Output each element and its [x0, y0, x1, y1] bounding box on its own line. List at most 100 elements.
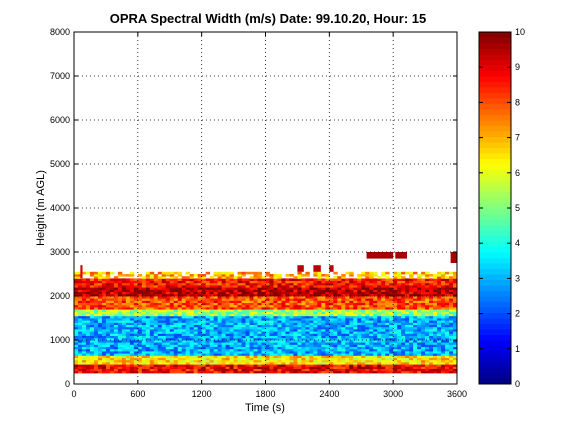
heatmap-cell: [269, 340, 274, 343]
heatmap-cell: [381, 366, 386, 369]
heatmap-cell: [145, 278, 151, 281]
colorbar-step: [479, 301, 511, 308]
heatmap-cell: [93, 359, 99, 363]
heatmap-cell: [281, 311, 286, 314]
heatmap-cell: [401, 357, 406, 361]
heatmap-cell: [161, 304, 167, 308]
heatmap-cell: [389, 340, 394, 343]
heatmap-cell: [333, 280, 338, 284]
heatmap-cell: [121, 315, 127, 319]
heatmap-cell: [225, 368, 230, 372]
heatmap-cell: [105, 364, 111, 367]
heatmap-cell: [365, 340, 370, 343]
heatmap-cell: [89, 329, 95, 332]
heatmap-cell: [325, 359, 330, 363]
heatmap-cell: [125, 368, 131, 372]
heatmap-cell: [89, 287, 95, 290]
heatmap-cell: [137, 300, 143, 303]
heatmap-cell: [281, 324, 286, 328]
heatmap-cell: [109, 282, 115, 286]
heatmap-cell: [225, 359, 230, 363]
heatmap-cell: [205, 320, 211, 323]
heatmap-cell: [229, 359, 234, 363]
heatmap-cell: [417, 362, 422, 365]
heatmap-cell: [149, 333, 155, 336]
heatmap-cell: [269, 280, 274, 284]
heatmap-cell: [209, 311, 215, 314]
heatmap-cell: [157, 304, 163, 308]
heatmap-cell: [373, 340, 378, 343]
heatmap-cell: [233, 355, 238, 358]
heatmap-cell: [161, 291, 167, 295]
heatmap-cell: [245, 300, 250, 303]
heatmap-cell: [409, 282, 414, 286]
heatmap-cell: [413, 280, 418, 284]
heatmap-cell: [313, 340, 318, 343]
heatmap-cell: [409, 289, 414, 292]
heatmap-cell: [305, 359, 310, 363]
heatmap-cell: [121, 298, 127, 301]
heatmap-cell: [129, 296, 135, 299]
heatmap-cell: [389, 342, 394, 345]
heatmap-cell: [337, 287, 342, 290]
heatmap-cell: [109, 300, 115, 303]
heatmap-cell: [205, 293, 211, 297]
heatmap-cell: [205, 309, 211, 312]
heatmap-cell: [229, 285, 234, 288]
heatmap-cell: [261, 329, 266, 332]
heatmap-cell: [217, 348, 223, 352]
heatmap-cell: [105, 340, 111, 343]
heatmap-cell: [453, 320, 458, 323]
heatmap-cell: [233, 353, 238, 356]
heatmap-cell: [353, 329, 358, 332]
heatmap-cell: [89, 318, 95, 321]
heatmap-cell: [213, 329, 219, 332]
heatmap-cell: [101, 348, 107, 352]
heatmap-cell: [233, 291, 238, 295]
heatmap-cell: [377, 311, 382, 314]
heatmap-cell: [89, 335, 95, 339]
heatmap-cell: [121, 289, 127, 292]
heatmap-cell: [93, 285, 99, 288]
heatmap-cell: [109, 368, 115, 372]
heatmap-cell: [309, 370, 314, 374]
heatmap-cell: [197, 359, 203, 363]
heatmap-cell: [157, 271, 163, 275]
colorbar-step: [479, 279, 511, 286]
heatmap-cell: [229, 322, 234, 325]
heatmap-cell: [241, 366, 246, 369]
heatmap-cell: [345, 311, 350, 314]
heatmap-cell: [397, 296, 402, 299]
heatmap-cell: [393, 359, 398, 363]
heatmap-cell: [353, 368, 358, 372]
heatmap-cell: [213, 366, 219, 369]
heatmap-cell: [113, 353, 119, 356]
heatmap-cell: [405, 282, 410, 286]
heatmap-cell: [181, 320, 187, 323]
heatmap-cell: [285, 300, 290, 303]
heatmap-cell: [193, 357, 199, 361]
heatmap-cell: [345, 344, 350, 347]
heatmap-cell: [74, 368, 79, 372]
heatmap-cell: [93, 326, 99, 330]
heatmap-cell: [353, 362, 358, 365]
heatmap-cell: [305, 293, 310, 297]
heatmap-cell: [93, 298, 99, 301]
heatmap-cell: [393, 280, 398, 284]
heatmap-cell: [409, 366, 414, 369]
heatmap-cell: [441, 368, 446, 372]
heatmap-cell: [137, 326, 143, 330]
heatmap-cell: [89, 351, 95, 354]
heatmap-cell: [333, 296, 338, 299]
heatmap-cell: [321, 293, 326, 297]
heatmap-cell: [405, 280, 410, 284]
heatmap-cell: [429, 351, 434, 354]
heatmap-cell: [269, 368, 274, 372]
heatmap-cell: [121, 355, 127, 358]
heatmap-cell: [149, 309, 155, 312]
heatmap-cell: [317, 326, 322, 330]
heatmap-cell: [401, 324, 406, 328]
heatmap-cell: [265, 296, 270, 299]
heatmap-cell: [373, 313, 378, 317]
heatmap-cell: [253, 340, 258, 343]
